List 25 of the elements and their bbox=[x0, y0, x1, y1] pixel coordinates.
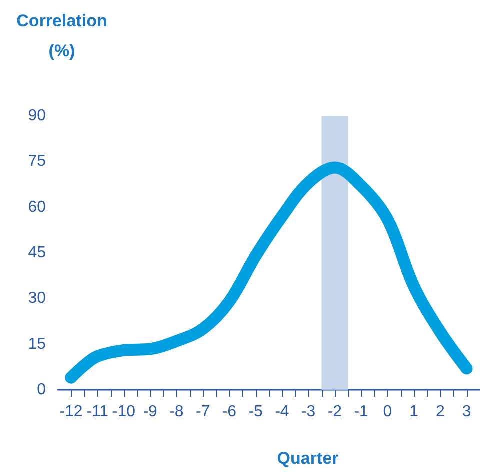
x-tick-label: -2 bbox=[328, 404, 342, 420]
y-tick-label: 90 bbox=[28, 108, 46, 124]
x-tick-label: -8 bbox=[170, 404, 184, 420]
y-tick-label: 15 bbox=[28, 336, 46, 353]
x-tick-label: -12 bbox=[60, 404, 83, 420]
x-tick-label: -1 bbox=[354, 404, 369, 420]
x-axis-title: Quarter bbox=[277, 449, 340, 468]
x-tick-label: -5 bbox=[248, 404, 264, 420]
x-tick-label: -10 bbox=[112, 404, 136, 420]
y-tick-label: 0 bbox=[37, 382, 46, 398]
x-tick-label: 3 bbox=[462, 404, 472, 420]
y-tick-label: 60 bbox=[28, 198, 46, 216]
x-tick-label: 0 bbox=[383, 404, 392, 420]
y-tick-label: 45 bbox=[28, 244, 46, 262]
x-tick-label: -4 bbox=[275, 404, 290, 420]
x-tick-label: 1 bbox=[410, 404, 419, 420]
y-axis-title: Correlation (%) bbox=[16, 12, 108, 60]
x-tick-label: -7 bbox=[196, 404, 210, 420]
x-tick-label: -9 bbox=[143, 404, 158, 420]
x-tick-label: 2 bbox=[436, 404, 445, 420]
x-tick-label: -3 bbox=[301, 404, 316, 420]
y-tick-label: 30 bbox=[28, 290, 46, 308]
x-tick-label: -11 bbox=[86, 404, 109, 420]
x-tick-label: -6 bbox=[222, 404, 237, 420]
y-tick-label: 75 bbox=[28, 153, 46, 170]
